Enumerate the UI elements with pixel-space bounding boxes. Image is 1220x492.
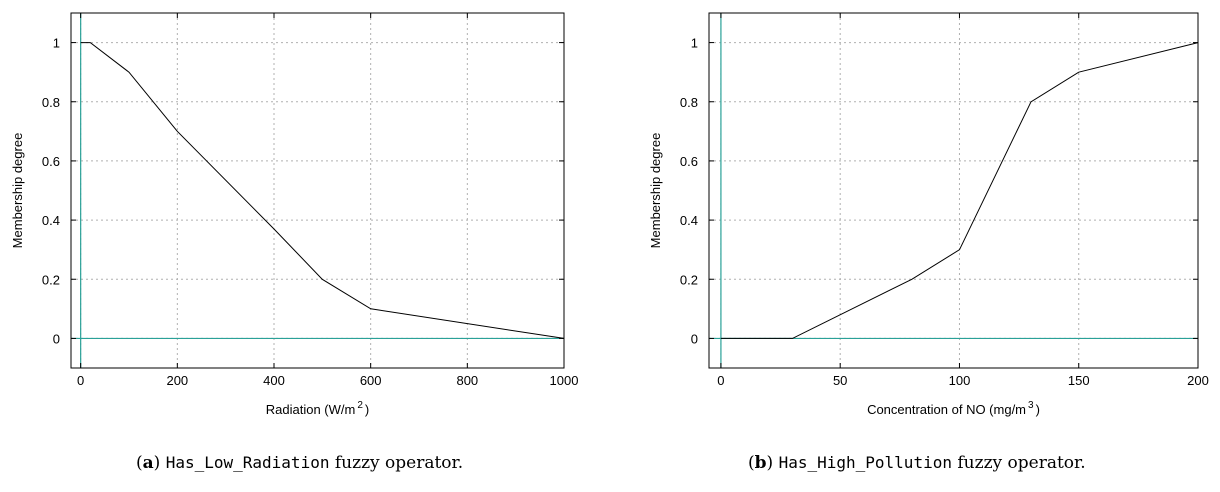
chart-a-ytick-label: 1 [53, 36, 60, 51]
caption-b: (b) Has_High_Pollution fuzzy operator. [748, 453, 1086, 473]
chart-a-ytick-label: 0.4 [42, 213, 60, 228]
chart-a-plot-frame [70, 12, 565, 369]
chart-b-series-line [720, 42, 1199, 339]
caption-a-operator: Has_Low_Radiation [165, 453, 330, 472]
chart-b-ytick-label: 0 [691, 331, 698, 346]
chart-b-xtick-label: 200 [1187, 373, 1209, 388]
chart-b-ylabel: Membership degree [648, 133, 663, 249]
caption-b-operator: Has_High_Pollution [778, 453, 952, 472]
chart-b-plot-frame [708, 12, 1199, 369]
chart-a-xlabel: Radiation (W/m 2) [266, 400, 369, 417]
chart-a-xtick-label: 0 [77, 373, 84, 388]
chart-a-ytick-label: 0.6 [42, 154, 60, 169]
chart-a-xtick-label: 400 [263, 373, 285, 388]
chart-a-ytick-label: 0.2 [42, 272, 60, 287]
caption-b-text: fuzzy operator. [951, 453, 1086, 473]
chart-a-xtick-label: 200 [166, 373, 188, 388]
chart-a-series-line [80, 42, 565, 339]
chart-a-ytick-label: 0 [53, 331, 60, 346]
caption-a-letter: a [142, 453, 154, 473]
caption-a: (a) Has_Low_Radiation fuzzy operator. [136, 453, 464, 473]
chart-b-ytick-label: 0.4 [680, 213, 698, 228]
caption-b-letter: b [754, 453, 767, 473]
chart-b-ytick-label: 0.2 [680, 272, 698, 287]
caption-a-text: fuzzy operator. [329, 453, 464, 473]
chart-b-xtick-label: 150 [1068, 373, 1090, 388]
chart-b-xlabel: Concentration of NO (mg/m 3) [867, 400, 1040, 417]
chart-a-xtick-label: 1000 [550, 373, 579, 388]
chart-a-ytick-label: 0.8 [42, 95, 60, 110]
chart-a-xtick-label: 800 [456, 373, 478, 388]
chart-b-xtick-label: 0 [717, 373, 724, 388]
chart-a-xtick-label: 600 [360, 373, 382, 388]
chart-b-xtick-label: 50 [833, 373, 847, 388]
chart-b-xtick-label: 100 [949, 373, 971, 388]
chart-b-ytick-label: 0.8 [680, 95, 698, 110]
chart-a-ylabel: Membership degree [10, 133, 25, 249]
chart-b-ytick-label: 1 [691, 36, 698, 51]
chart-b-ytick-label: 0.6 [680, 154, 698, 169]
